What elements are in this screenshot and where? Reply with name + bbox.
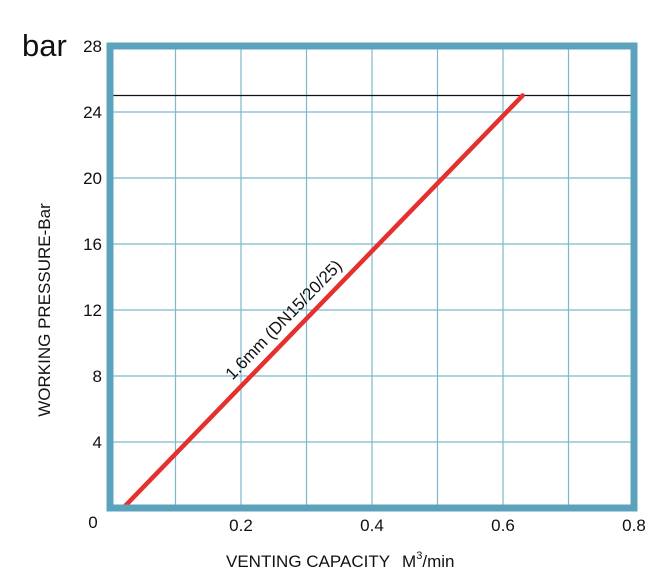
y-tick-label: 4 — [93, 433, 102, 452]
series-label: 1.6mm (DN15/20/25) — [222, 256, 346, 383]
grid — [110, 46, 634, 508]
y-tick-labels: 0 4 8 12 16 20 24 28 — [83, 37, 102, 532]
y-axis-label: WORKING PRESSURE-Bar — [35, 203, 54, 417]
x-axis-label-unit: M — [402, 552, 416, 571]
y-tick-label: 28 — [83, 37, 102, 56]
x-axis-label-unit-sup: 3 — [416, 550, 422, 562]
x-axis-label-unit-tail: /min — [422, 552, 454, 571]
x-tick-labels: 0.2 0.4 0.6 0.8 — [229, 516, 646, 535]
x-axis-label: VENTING CAPACITY M3/min — [226, 550, 454, 571]
series-line-1-6mm — [120, 93, 525, 511]
x-tick-label: 0.8 — [622, 516, 646, 535]
y-tick-label: 12 — [83, 301, 102, 320]
y-unit-label: bar — [22, 28, 67, 63]
y-tick-label: 20 — [83, 169, 102, 188]
x-axis-label-text: VENTING CAPACITY — [226, 552, 390, 571]
x-tick-label: 0.6 — [491, 516, 515, 535]
plot-frame — [106, 42, 638, 512]
y-tick-label: 0 — [88, 513, 97, 532]
x-tick-label: 0.4 — [360, 516, 384, 535]
y-tick-label: 8 — [93, 367, 102, 386]
y-tick-label: 24 — [83, 103, 102, 122]
y-tick-label: 16 — [83, 235, 102, 254]
x-tick-label: 0.2 — [229, 516, 253, 535]
